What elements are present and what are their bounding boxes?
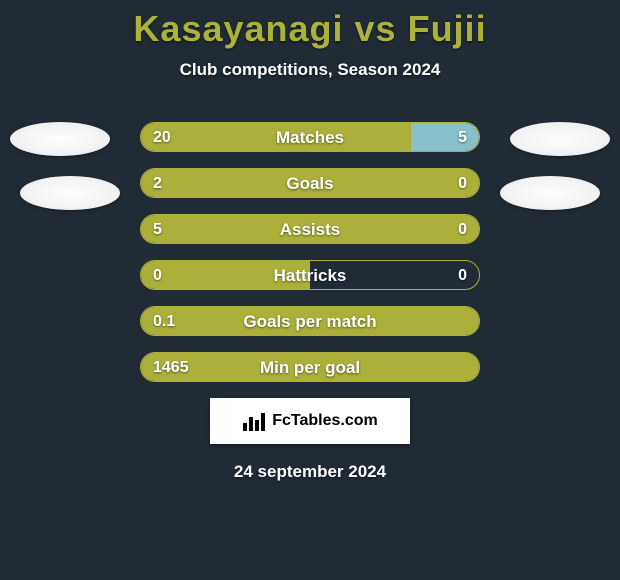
stat-bar-track: 5 Assists 0 xyxy=(140,214,480,244)
page-subtitle: Club competitions, Season 2024 xyxy=(0,60,620,80)
stat-row: 5 Assists 0 xyxy=(0,214,620,244)
stat-row: 20 Matches 5 xyxy=(0,122,620,152)
page-title: Kasayanagi vs Fujii xyxy=(0,8,620,50)
source-badge: FcTables.com xyxy=(210,398,410,444)
source-badge-text: FcTables.com xyxy=(272,412,378,430)
comparison-card: Kasayanagi vs Fujii Club competitions, S… xyxy=(0,0,620,482)
stat-row: 2 Goals 0 xyxy=(0,168,620,198)
stat-bar-right xyxy=(411,123,479,151)
stat-bar-track: 20 Matches 5 xyxy=(140,122,480,152)
stat-bar-track: 1465 Min per goal xyxy=(140,352,480,382)
stat-bar-track: 0.1 Goals per match xyxy=(140,306,480,336)
stat-row: 1465 Min per goal xyxy=(0,352,620,382)
stats-chart: 20 Matches 5 2 Goals 0 5 Assists 0 xyxy=(0,122,620,382)
footer-date: 24 september 2024 xyxy=(0,462,620,482)
stat-value-right: 0 xyxy=(458,261,467,290)
stat-bar-left xyxy=(141,307,479,335)
chart-bars-icon xyxy=(242,411,268,431)
stat-row: 0 Hattricks 0 xyxy=(0,260,620,290)
stat-bar-left xyxy=(141,353,479,381)
stat-bar-left xyxy=(141,261,310,289)
stat-row: 0.1 Goals per match xyxy=(0,306,620,336)
stat-bar-left xyxy=(141,169,479,197)
stat-bar-left xyxy=(141,123,411,151)
stat-bar-track: 2 Goals 0 xyxy=(140,168,480,198)
stat-bar-track: 0 Hattricks 0 xyxy=(140,260,480,290)
stat-bar-left xyxy=(141,215,479,243)
